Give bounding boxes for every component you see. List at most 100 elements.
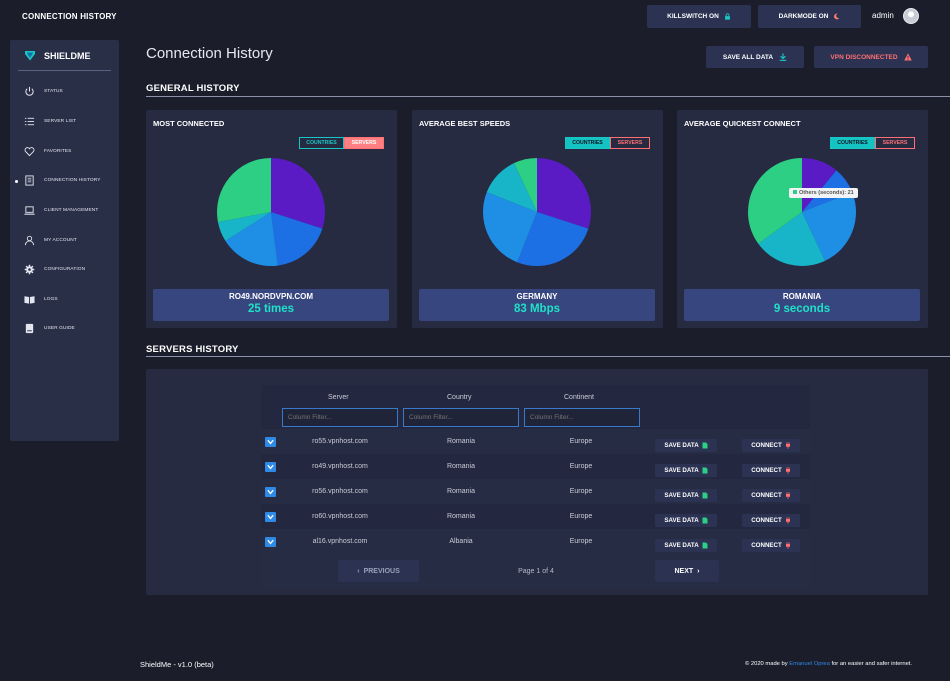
country-cell: Romania [446, 488, 475, 495]
pie-slice-4[interactable] [217, 158, 271, 223]
killswitch-button[interactable]: KILLSWITCH ON [647, 5, 751, 28]
toggle-countries[interactable]: COUNTRIES [830, 137, 875, 149]
save-data-button[interactable]: SAVE DATA [655, 439, 717, 452]
pie-chart[interactable] [216, 157, 326, 267]
save-data-button[interactable]: SAVE DATA [655, 464, 717, 477]
sidebar-item-favorites[interactable]: FAVORITES [10, 144, 119, 160]
continent-filter-input[interactable] [524, 408, 640, 427]
pie-chart[interactable] [747, 157, 857, 267]
vpn-status-button[interactable]: VPN DISCONNECTED [814, 46, 928, 68]
pie-slice-4[interactable] [748, 158, 802, 244]
table-row: al16.vpnhost.com Albania Europe SAVE DAT… [261, 529, 810, 554]
connect-label: CONNECT [751, 467, 782, 474]
brand[interactable]: SHIELDME [24, 50, 91, 61]
toggle-servers[interactable]: SERVERS [875, 137, 915, 149]
save-data-label: SAVE DATA [664, 517, 699, 524]
expand-row-button[interactable] [265, 487, 276, 497]
expand-row-button[interactable] [265, 462, 276, 472]
country-filter-input[interactable] [403, 408, 519, 427]
pie-slice-1[interactable] [271, 212, 323, 266]
column-header-country[interactable]: Country [447, 394, 472, 401]
connect-button[interactable]: CONNECT [742, 464, 800, 477]
toggle-servers[interactable]: SERVERS [344, 137, 384, 149]
expand-row-button[interactable] [265, 537, 276, 547]
sidebar-item-server-list[interactable]: SERVER LIST [10, 114, 119, 130]
pie-slice-2[interactable] [225, 212, 278, 266]
sidebar-item-label: CONFIGURATION [44, 267, 86, 272]
sidebar-item-label: CONNECTION HISTORY [44, 178, 101, 183]
pie-slice-2[interactable] [802, 192, 856, 261]
pie-slice-2[interactable] [483, 192, 537, 263]
darkmode-button[interactable]: DARKMODE ON [758, 5, 861, 28]
servers-table: Server Country Continent ro55.vpnhost.co… [261, 385, 810, 588]
save-data-button[interactable]: SAVE DATA [655, 514, 717, 527]
toggle-servers[interactable]: SERVERS [610, 137, 650, 149]
save-data-button[interactable]: SAVE DATA [655, 539, 717, 552]
killswitch-label: KILLSWITCH ON [667, 13, 719, 20]
sidebar-item-label: FAVORITES [44, 149, 72, 154]
connect-label: CONNECT [751, 517, 782, 524]
next-page-button[interactable]: NEXT › [655, 560, 719, 582]
sidebar-item-client-management[interactable]: CLIENT MANAGEMENT [10, 203, 119, 219]
page-title: Connection History [146, 45, 273, 62]
connect-button[interactable]: CONNECT [742, 439, 800, 452]
chevron-down-icon [267, 464, 274, 470]
column-header-continent[interactable]: Continent [564, 394, 594, 401]
chart-tooltip: Others (seconds): 21 [789, 188, 858, 198]
toggle-countries[interactable]: COUNTRIES [299, 137, 344, 149]
vpn-status-label: VPN DISCONNECTED [830, 53, 898, 61]
pie-slice-0[interactable] [537, 158, 591, 229]
username[interactable]: admin [872, 11, 894, 20]
pie-slice-1[interactable] [517, 212, 589, 266]
sidebar-item-logs[interactable]: LOGS [10, 292, 119, 308]
pie-slice-0[interactable] [271, 158, 325, 229]
file-icon [702, 517, 708, 524]
chevron-down-icon [267, 539, 274, 545]
pie-slice-4[interactable] [514, 158, 537, 212]
sidebar-item-user-guide[interactable]: USER GUIDE [10, 321, 119, 337]
card-title: MOST CONNECTED [153, 119, 225, 128]
avatar[interactable] [903, 8, 919, 24]
country-cell: Romania [446, 513, 475, 520]
card-summary: RO49.NORDVPN.COM 25 times [153, 289, 389, 321]
chevron-down-icon [267, 489, 274, 495]
sidebar-item-status[interactable]: STATUS [10, 84, 119, 100]
pie-chart[interactable] [482, 157, 592, 267]
save-all-data-button[interactable]: SAVE ALL DATA [706, 46, 804, 68]
connect-button[interactable]: CONNECT [742, 489, 800, 502]
pie-slice-0[interactable] [802, 158, 837, 212]
active-indicator [15, 180, 18, 183]
previous-page-button[interactable]: ‹ PREVIOUS [338, 560, 419, 582]
summary-name: RO49.NORDVPN.COM [228, 292, 313, 301]
table-row: ro60.vpnhost.com Romania Europe SAVE DAT… [261, 504, 810, 529]
connect-button[interactable]: CONNECT [742, 539, 800, 552]
pie-slice-3[interactable] [758, 212, 825, 266]
countries-servers-toggle: COUNTRIES SERVERS [830, 137, 915, 149]
sidebar-item-configuration[interactable]: CONFIGURATION [10, 262, 119, 278]
sidebar-item-connection-history[interactable]: CONNECTION HISTORY [10, 173, 119, 189]
save-data-button[interactable]: SAVE DATA [655, 489, 717, 502]
sidebar-item-label: LOGS [44, 297, 58, 302]
plug-icon [785, 517, 790, 524]
heart-icon [24, 147, 35, 157]
toggle-countries[interactable]: COUNTRIES [565, 137, 610, 149]
summary-value: 25 times [247, 303, 295, 315]
expand-row-button[interactable] [265, 512, 276, 522]
summary-name: ROMANIA [782, 292, 822, 301]
table-row: ro55.vpnhost.com Romania Europe SAVE DAT… [261, 429, 810, 454]
server-filter-input[interactable] [282, 408, 398, 427]
chevron-left-icon: ‹ [357, 567, 360, 575]
plug-icon [785, 542, 790, 549]
server-cell: ro60.vpnhost.com [312, 513, 368, 520]
sidebar-item-my-account[interactable]: MY ACCOUNT [10, 233, 119, 249]
pie-slice-3[interactable] [217, 212, 271, 241]
gear-icon [24, 264, 35, 275]
brand-name: SHIELDME [44, 50, 91, 61]
expand-row-button[interactable] [265, 437, 276, 447]
connect-button[interactable]: CONNECT [742, 514, 800, 527]
pie-slice-3[interactable] [486, 163, 537, 212]
sidebar-item-label: USER GUIDE [44, 326, 75, 331]
footer-version: ShieldMe - v1.0 (beta) [140, 660, 214, 669]
column-header-server[interactable]: Server [328, 394, 349, 401]
author-link[interactable]: Emanuel Oprea [789, 661, 830, 667]
